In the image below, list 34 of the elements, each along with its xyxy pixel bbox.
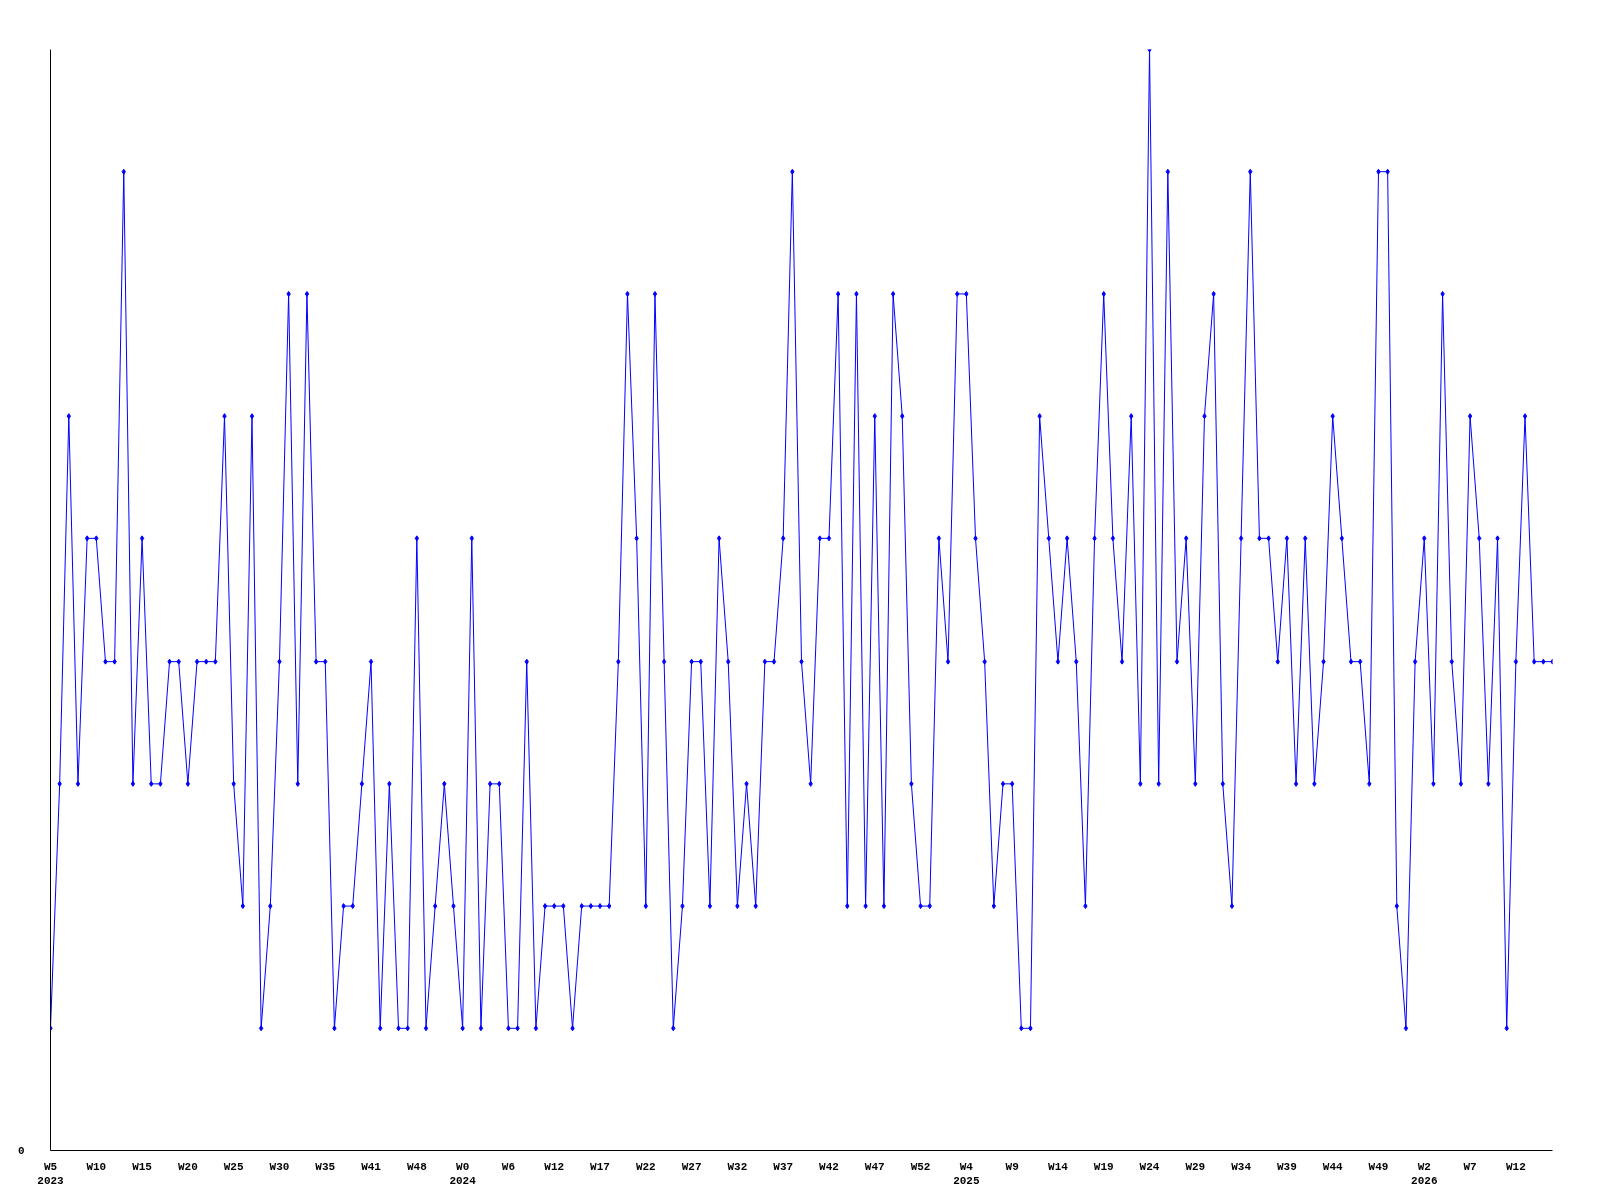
x-tick-label: W44 — [1322, 1160, 1343, 1173]
x-tick-label: W39 — [1277, 1160, 1297, 1173]
x-tick-label: W25 — [223, 1160, 244, 1173]
x-tick-label: W12 — [544, 1160, 565, 1173]
x-tick-label: W49 — [1368, 1160, 1389, 1173]
x-tick-label: W12 — [1505, 1160, 1526, 1173]
x-tick-label: W4 2025 — [953, 1160, 980, 1187]
x-tick-label: W41 — [361, 1160, 382, 1173]
x-tick-label: W10 — [86, 1160, 107, 1173]
x-tick-label: W42 — [819, 1160, 839, 1173]
x-tick-label: W52 — [910, 1160, 931, 1173]
x-tick-label: W48 — [406, 1160, 428, 1173]
x-tick-label: W14 — [1048, 1160, 1069, 1173]
x-tick-label: W47 — [864, 1160, 885, 1173]
x-tick-label: W6 — [501, 1160, 516, 1173]
text: 0 — [17, 1145, 25, 1157]
x-tick-label: W15 — [132, 1160, 153, 1173]
x-tick-label: W29 — [1185, 1160, 1206, 1173]
x-tick-label: W7 — [1463, 1160, 1477, 1173]
x-tick-label: W22 — [635, 1160, 656, 1173]
x-tick-label: W0 2024 — [449, 1160, 477, 1187]
x-tick-label: W27 — [681, 1160, 702, 1173]
x-tick-label: W24 — [1139, 1160, 1160, 1173]
x-tick-label: W19 — [1093, 1160, 1114, 1173]
x-tick-label: W30 — [269, 1160, 290, 1173]
x-tick-label: W9 — [1005, 1160, 1019, 1173]
x-tick-label: W2 2026 — [1411, 1160, 1438, 1187]
x-tick-label: W32 — [727, 1160, 748, 1173]
x-tick-label: W17 — [590, 1160, 610, 1173]
x-tick-label: W20 — [177, 1160, 198, 1173]
x-tick-label: W37 — [773, 1160, 794, 1173]
x-tick-label: W34 — [1231, 1160, 1252, 1173]
x-tick-label: W5 2023 — [37, 1160, 65, 1187]
x-tick-label: W35 — [315, 1160, 336, 1173]
